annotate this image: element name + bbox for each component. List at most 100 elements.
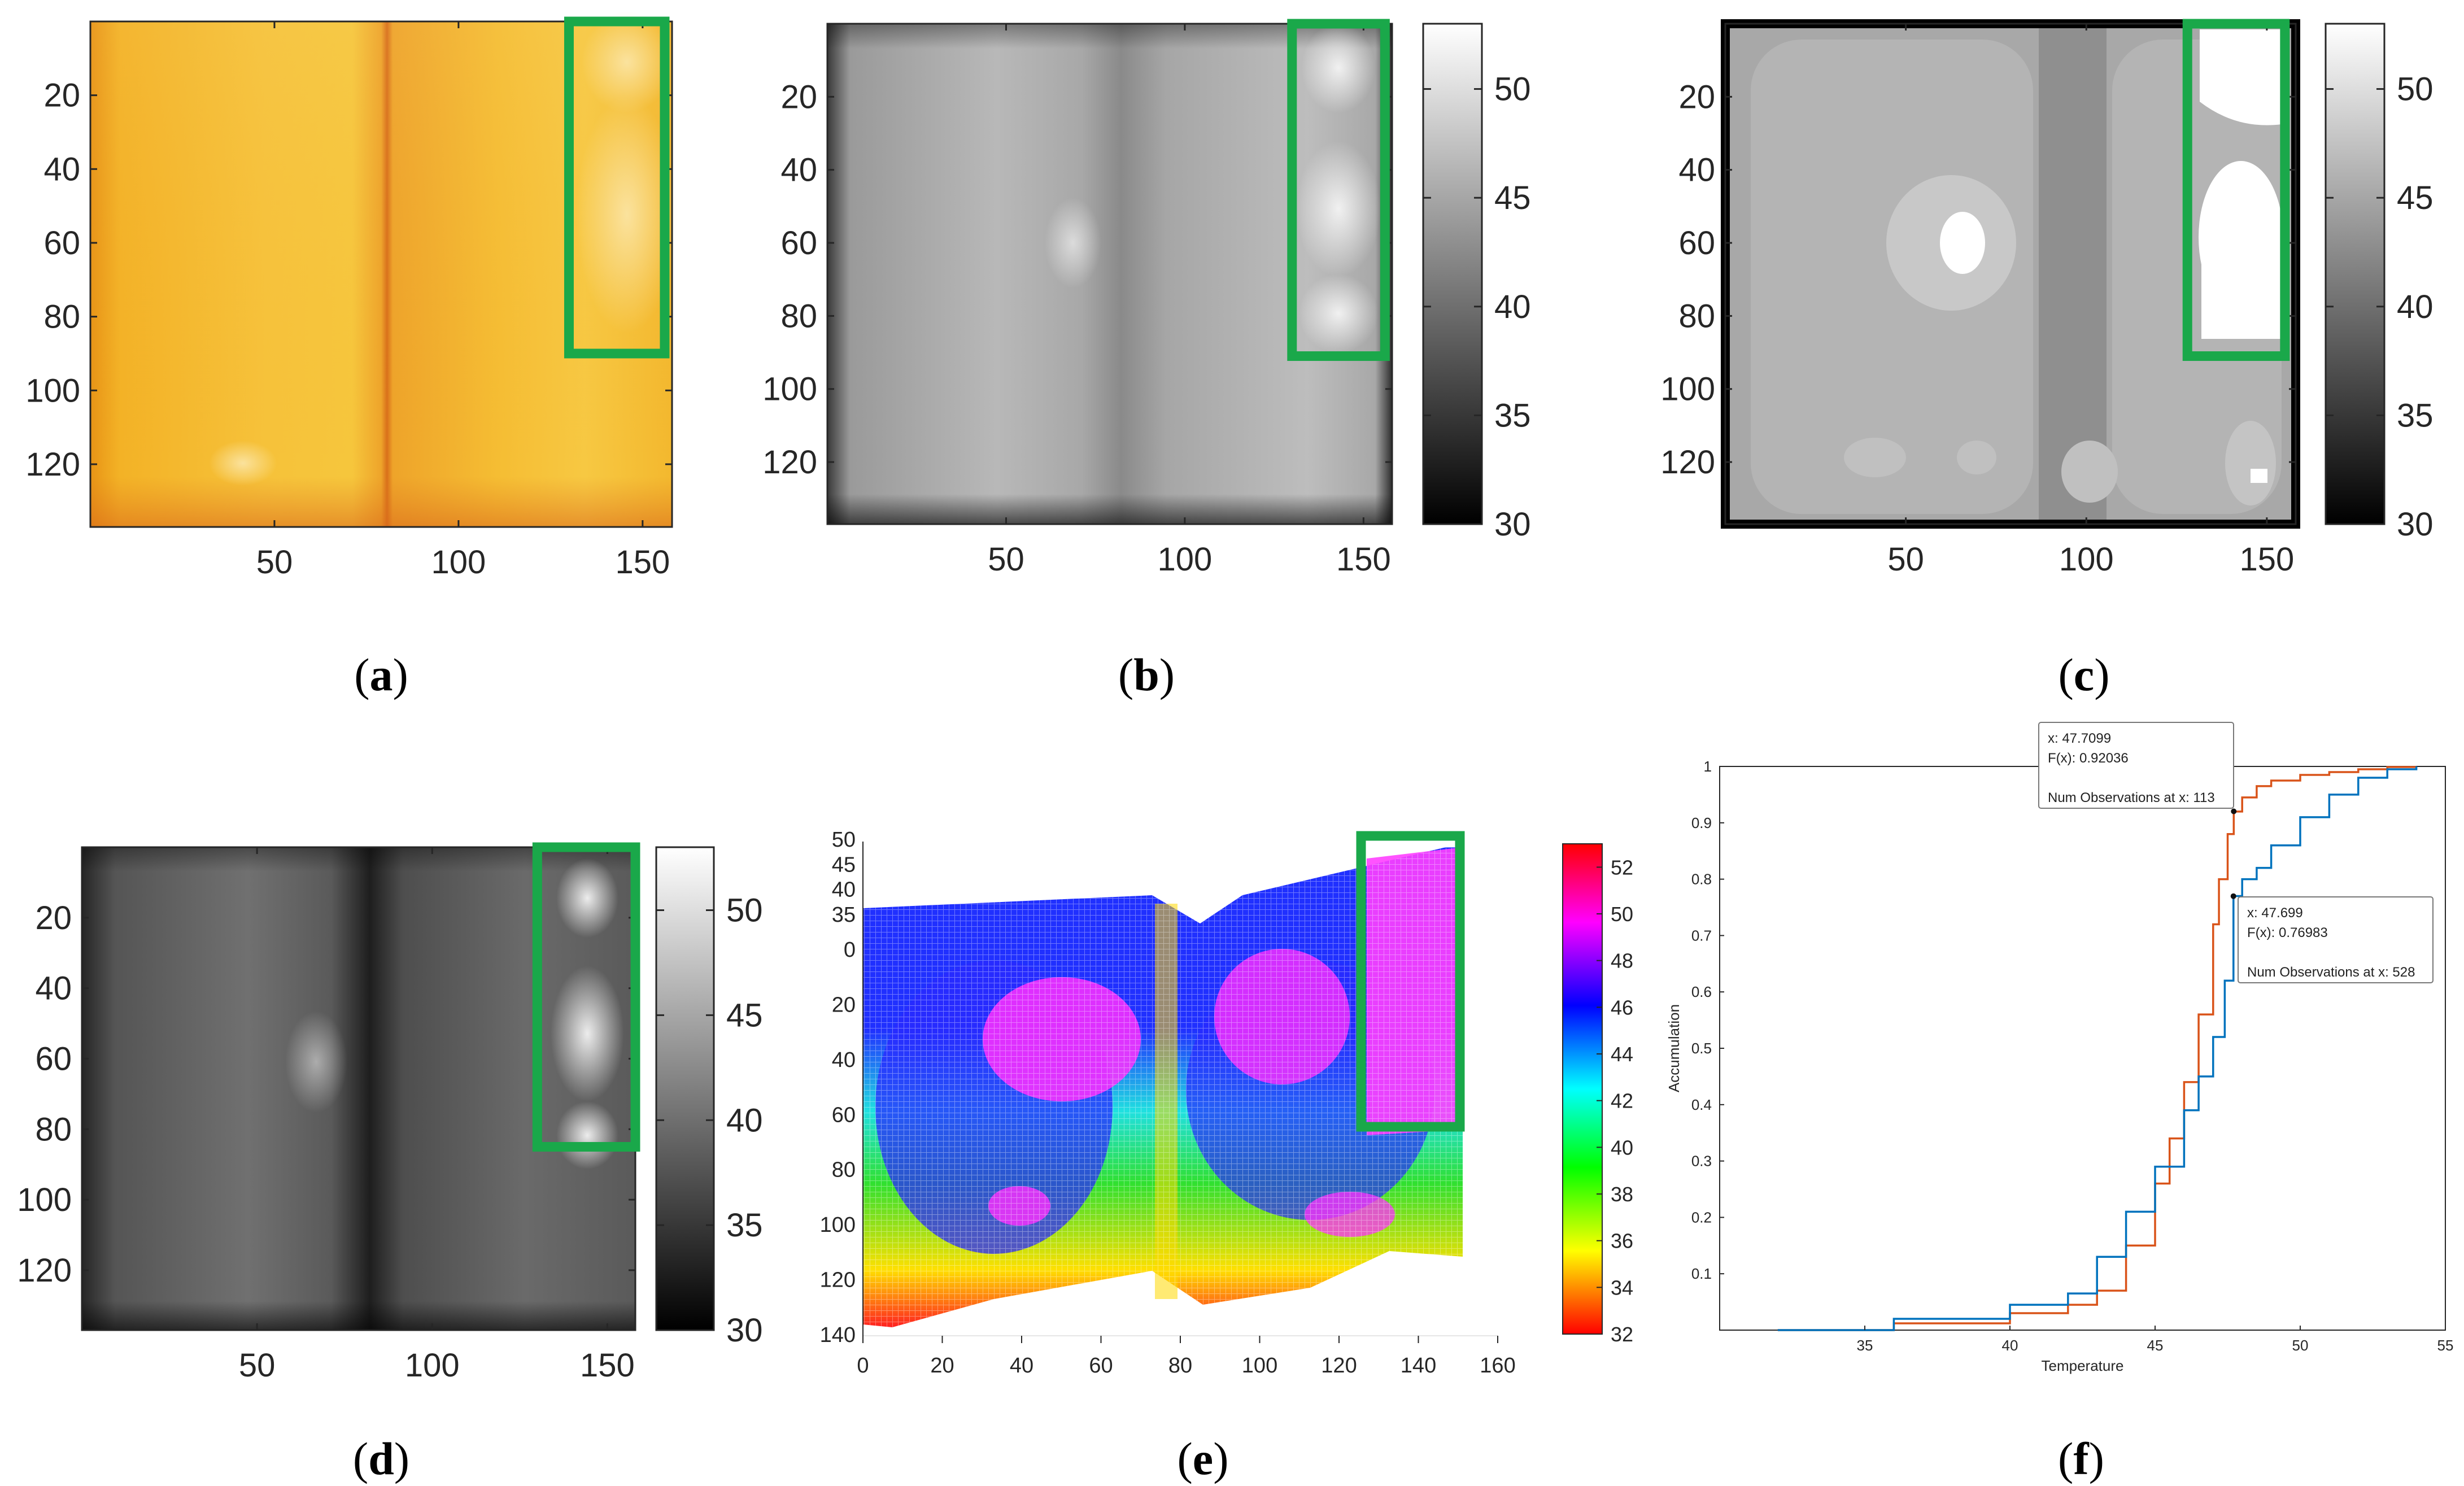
panel-e-ytick-label: 60 — [832, 1103, 856, 1127]
panel-e-colorbar-label: 44 — [1611, 1043, 1633, 1066]
panel-f-datatip-marker — [2231, 808, 2237, 814]
panel-e-ytick-label: 0 — [844, 938, 856, 962]
panel-d-ytick-label: 80 — [35, 1111, 72, 1148]
panel-e-ytick-label: 80 — [832, 1158, 856, 1182]
panel-e-xtick-label: 120 — [1321, 1354, 1357, 1378]
panel-b-ytick-label: 100 — [762, 371, 817, 408]
panel-f-xtick-label: 35 — [1857, 1337, 1873, 1354]
caption-f: (f) — [2058, 1433, 2104, 1484]
caption-a: (a) — [354, 649, 408, 700]
panel-c-ytick-label: 120 — [1660, 444, 1715, 481]
panel-f-ytick-label: 0.4 — [1691, 1096, 1712, 1113]
panel-a-ytick-label: 60 — [43, 225, 80, 262]
panel-b: 50 100 150 20 40 60 80 100 120 30 35 40 45 50 — [762, 23, 1531, 578]
panel-e-colorbar-label: 40 — [1611, 1136, 1633, 1159]
panel-e-colorbar-label: 34 — [1611, 1276, 1633, 1299]
panel-f-ytick-label: 0.3 — [1691, 1153, 1712, 1170]
panel-b-ytick-label: 20 — [780, 79, 817, 115]
panel-b-highlight-box — [1287, 19, 1390, 361]
panel-e-colorbar-label: 52 — [1611, 856, 1633, 879]
panel-c-ytick-label: 20 — [1678, 79, 1715, 115]
panel-e-colorbar-label: 42 — [1611, 1090, 1633, 1113]
panel-d-ytick-label: 120 — [17, 1252, 72, 1289]
panel-f-xtick-label: 50 — [2292, 1337, 2309, 1354]
panel-d-colorbar — [655, 846, 715, 1331]
panel-f-ytick-label: 0.2 — [1691, 1209, 1712, 1226]
panel-e-xtick-label: 0 — [857, 1354, 869, 1378]
panel-f-datatip-line: x: 47.699 — [2247, 905, 2303, 921]
panel-c-ytick-label: 40 — [1678, 152, 1715, 189]
panel-e-xtick-label: 80 — [1168, 1354, 1192, 1378]
panel-f-xtick-label: 55 — [2437, 1337, 2454, 1354]
panel-a-xtick-label: 50 — [256, 544, 293, 581]
panel-d-ytick-label: 100 — [17, 1182, 72, 1218]
panel-e-colorbar-label: 38 — [1611, 1183, 1633, 1206]
panel-c-ytick-label: 60 — [1678, 225, 1715, 262]
panel-d-colorbar-label: 50 — [726, 892, 763, 929]
panel-b-ytick-label: 120 — [762, 444, 817, 481]
panel-c-ytick-label: 100 — [1660, 371, 1715, 408]
panel-c-highlight-box — [2182, 19, 2290, 361]
panel-e-xtick-label: 160 — [1480, 1354, 1515, 1378]
panel-e-highlight-box — [1356, 831, 1465, 1132]
panel-f-ytick-label: 0.1 — [1691, 1265, 1712, 1282]
panel-a-ytick-label: 80 — [43, 299, 80, 335]
panel-e-colorbar-label: 48 — [1611, 949, 1633, 973]
panel-d-highlight-box — [532, 842, 640, 1152]
panel-b-ytick-label: 60 — [780, 225, 817, 262]
panel-e-ytick-label: 120 — [820, 1269, 856, 1292]
panel-c-colorbar-label: 50 — [2397, 71, 2434, 108]
panel-c-colorbar-label: 45 — [2397, 180, 2434, 216]
caption-b: (b) — [1118, 649, 1175, 700]
panel-b-colorbar-label: 50 — [1494, 71, 1531, 108]
panel-f-ytick-label: 0.8 — [1691, 871, 1712, 888]
panel-b-colorbar-label: 30 — [1494, 506, 1531, 543]
panel-e-ytick-label: 40 — [832, 1048, 856, 1072]
panel-c-colorbar-label: 40 — [2397, 289, 2434, 325]
panel-e-xtick-label: 140 — [1401, 1354, 1436, 1378]
panel-f-ytick-label: 0.9 — [1691, 814, 1712, 831]
panel-e-colorbar-label: 46 — [1611, 996, 1633, 1019]
panel-f-ytick-label: 1 — [1704, 758, 1712, 775]
panel-b-ytick-label: 40 — [780, 152, 817, 189]
panel-f-datatip-line: Num Observations at x: 113 — [2048, 790, 2215, 805]
panel-a-xtick-label: 150 — [615, 544, 670, 581]
panel-f-xtick-label: 40 — [2002, 1337, 2018, 1354]
panel-e-ytick-label: 100 — [820, 1213, 856, 1237]
panel-a-ytick-label: 40 — [43, 151, 80, 188]
panel-b-colorbar-label: 45 — [1494, 180, 1531, 216]
panel-d-ytick-label: 40 — [35, 970, 72, 1007]
panel-c-ytick-label: 80 — [1678, 298, 1715, 334]
panel-c-xtick-label: 50 — [1887, 541, 1924, 578]
panel-e-ztick-label: 35 — [832, 903, 856, 927]
panel-c-colorbar-label: 30 — [2397, 506, 2434, 543]
panel-a-ytick-label: 120 — [25, 446, 80, 483]
panel-e: 0 20 40 60 80 100 120 140 160 0 20 40 60 80 100 120 140 3… — [820, 828, 1633, 1378]
panel-d-ytick-label: 60 — [35, 1040, 72, 1077]
panel-c-colorbar — [2325, 23, 2385, 525]
panel-f-xtick-label: 45 — [2147, 1337, 2164, 1354]
panel-a-ytick-label: 100 — [25, 372, 80, 409]
panel-e-xtick-label: 60 — [1089, 1354, 1113, 1378]
panel-f-datatip-marker — [2230, 893, 2236, 899]
panel-f-series-blue — [1777, 766, 2418, 1331]
panel-d: 50 100 150 20 40 60 80 100 120 30 35 40 45 50 — [17, 846, 763, 1384]
panel-e-xtick-label: 40 — [1010, 1354, 1033, 1378]
panel-d-ytick-label: 20 — [35, 900, 72, 936]
panel-c: 50 100 150 20 40 60 80 100 120 30 35 40 45 50 — [1660, 19, 2434, 578]
panel-a: 50 100 150 20 40 60 80 100 120 — [25, 11, 678, 581]
panel-c-colorbar-label: 35 — [2397, 397, 2434, 434]
caption-e: (e) — [1177, 1433, 1228, 1484]
panel-f-xlabel: Temperature — [2042, 1357, 2124, 1374]
panel-e-ztick-label: 40 — [832, 878, 856, 902]
panel-e-colorbar-label: 32 — [1611, 1323, 1633, 1346]
panel-e-colorbar-label: 36 — [1611, 1230, 1633, 1253]
panel-e-xtick-label: 20 — [930, 1354, 954, 1378]
panel-d-colorbar-label: 45 — [726, 997, 763, 1034]
panel-e-ztick-label: 50 — [832, 828, 856, 852]
panel-f-datatip-line: F(x): 0.76983 — [2247, 925, 2328, 940]
panel-d-xtick-label: 150 — [580, 1347, 635, 1384]
panel-f-series-orange — [1777, 766, 2418, 1331]
caption-c: (c) — [2058, 649, 2109, 700]
panel-f-ytick-label: 0.6 — [1691, 983, 1712, 1000]
